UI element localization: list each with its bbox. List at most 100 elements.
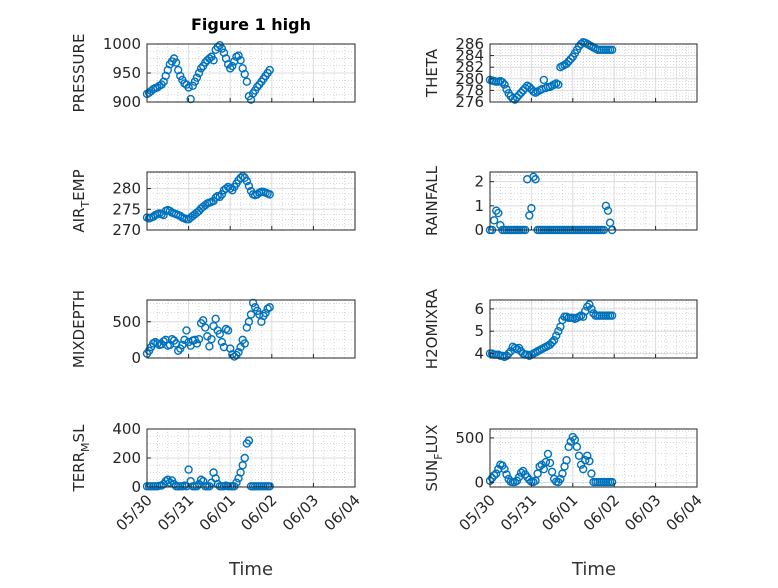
data-point [537, 460, 546, 469]
plot-area [490, 172, 697, 230]
data-point [236, 173, 245, 183]
y-tick-label: 900 [112, 93, 141, 111]
data-point [545, 458, 555, 468]
data-point [535, 462, 544, 471]
y-axis-label: SUNFLUX [423, 425, 445, 492]
data-point [209, 321, 218, 331]
x-tick-label: 06/03 [279, 491, 322, 534]
x-tick-label: 06/01 [196, 491, 239, 534]
plot-area [147, 300, 355, 358]
data-point [265, 190, 274, 199]
data-point [217, 337, 227, 347]
data-point [246, 310, 256, 319]
y-tick-label: 2 [474, 173, 484, 191]
y-tick-label: 275 [112, 200, 141, 218]
data-point [527, 204, 536, 213]
x-tick-label: 06/01 [538, 491, 581, 534]
data-point [242, 176, 252, 186]
data-point [566, 54, 575, 64]
y-tick-label: 1000 [103, 35, 141, 53]
x-tick-label: 06/02 [237, 491, 280, 534]
data-point [165, 478, 175, 487]
data-point [194, 68, 204, 78]
label-rest: SL [70, 424, 88, 443]
y-tick-label: 0 [131, 478, 141, 496]
data-point [502, 85, 511, 94]
data-point [196, 64, 206, 73]
data-point [583, 302, 592, 311]
data-point [531, 175, 540, 184]
data-point [201, 323, 210, 332]
y-tick-label: 1 [474, 197, 484, 215]
data-point [225, 184, 235, 193]
data-point [549, 335, 559, 345]
axes-box [146, 171, 356, 231]
data-point [211, 193, 220, 202]
y-tick-label: 6 [474, 300, 484, 318]
data-point [225, 64, 235, 73]
y-tick-label: 400 [112, 420, 141, 438]
y-tick-label: 282 [455, 58, 484, 76]
data-point [149, 212, 158, 221]
data-point [217, 44, 227, 53]
y-tick-label: 0 [131, 349, 141, 367]
y-tick-label: 200 [112, 449, 141, 467]
data-point [529, 172, 538, 182]
data-point [556, 474, 565, 484]
y-tick-label: 0 [474, 221, 484, 239]
subplot-pressure: 900 950 1000 PRESSURE [70, 34, 356, 112]
figure-title: Figure 1 high [191, 15, 311, 34]
axes-box [489, 43, 698, 103]
y-tick-label: 278 [455, 81, 484, 99]
x-tick-label: 05/30 [113, 491, 156, 534]
y-tick-label: 284 [455, 47, 484, 65]
data-point [192, 73, 202, 82]
axes-box [146, 299, 356, 359]
data-point [184, 83, 193, 92]
data-point [205, 54, 214, 63]
data-point [502, 351, 511, 360]
data-point [539, 75, 549, 85]
data-point [205, 342, 214, 351]
data-point [514, 90, 524, 100]
data-point [198, 477, 208, 486]
data-point [207, 334, 216, 344]
data-point [161, 477, 170, 486]
data-point [242, 77, 252, 86]
subplot-mixdepth: 0 500 MIXDEPTH [70, 290, 356, 368]
data-point [562, 456, 571, 465]
data-point [496, 220, 505, 230]
data-point [230, 352, 239, 361]
subplot-h2omixra: 4 5 6 H2OMIXRA [423, 288, 698, 369]
y-axis-label: RAINFALL [423, 165, 441, 236]
data-point [215, 329, 225, 339]
data-point [554, 327, 563, 336]
data-point [194, 334, 204, 344]
data-point [545, 340, 555, 349]
data-point [489, 471, 499, 480]
data-point [607, 477, 617, 487]
data-point [587, 304, 596, 314]
data-point [192, 482, 202, 491]
data-point [585, 456, 594, 466]
data-point [502, 470, 511, 479]
data-point [223, 326, 233, 335]
y-tick-label: 0 [474, 474, 484, 492]
data-point [190, 77, 200, 86]
y-tick-label: 280 [112, 180, 141, 198]
data-point [607, 45, 617, 54]
data-point [186, 477, 195, 486]
data-point [186, 94, 195, 104]
data-point [182, 326, 191, 335]
label-rest: EMP [70, 169, 88, 200]
data-point [238, 461, 247, 470]
y-tick-label: 500 [455, 429, 484, 447]
x-axis-label-right: Time [571, 559, 616, 580]
x-tick-label: 06/04 [663, 491, 706, 534]
data-point [572, 442, 582, 452]
data-point [165, 206, 175, 216]
subplot-rainfall: 0 1 2 RAINFALL [423, 165, 698, 239]
x-axis-label-left: Time [228, 559, 273, 580]
